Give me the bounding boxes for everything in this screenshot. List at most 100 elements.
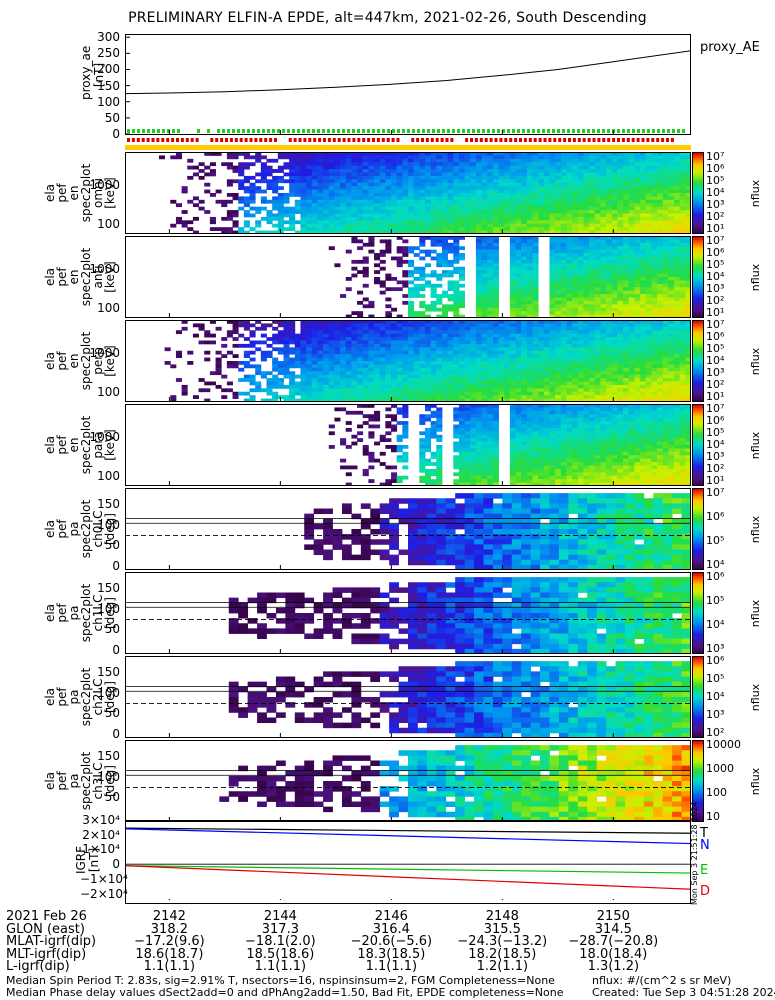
spec-cell bbox=[481, 384, 488, 389]
spec-cell bbox=[374, 280, 381, 285]
spec-cell bbox=[577, 270, 584, 274]
spec-cell bbox=[334, 203, 341, 208]
spec-cell bbox=[362, 270, 369, 274]
spec-cell bbox=[408, 354, 415, 358]
spec-cell bbox=[611, 213, 618, 218]
spec-cell bbox=[374, 337, 381, 341]
spec-cell bbox=[470, 326, 477, 331]
spec-cell bbox=[492, 314, 499, 318]
spec-cell bbox=[221, 395, 228, 399]
flag-red bbox=[225, 138, 228, 142]
spec-cell bbox=[419, 374, 426, 379]
flag-red bbox=[548, 138, 552, 142]
spec-cell bbox=[606, 374, 613, 379]
spec-cell bbox=[549, 378, 556, 382]
spec-cell bbox=[628, 378, 635, 382]
spec-cell bbox=[668, 186, 675, 190]
spec-cell bbox=[351, 227, 358, 231]
spec-cell bbox=[487, 182, 494, 187]
spec-cell bbox=[424, 189, 432, 194]
spec-cell bbox=[685, 236, 691, 240]
spec-cell bbox=[385, 374, 392, 379]
spec-cell bbox=[611, 290, 618, 295]
spec-cell bbox=[391, 333, 398, 338]
spec-cell bbox=[436, 206, 443, 211]
spec-cell bbox=[492, 256, 499, 261]
spec-cell bbox=[475, 297, 482, 302]
spec-cell bbox=[674, 239, 681, 244]
spec-cell bbox=[515, 330, 522, 335]
spec-cell bbox=[294, 193, 301, 197]
spec-cell bbox=[311, 381, 318, 386]
spec-cell bbox=[674, 256, 681, 261]
spec-cell bbox=[594, 364, 601, 369]
spec-cell bbox=[328, 165, 335, 170]
spec-cell bbox=[475, 304, 482, 309]
spec-cell bbox=[385, 304, 392, 309]
colorbar-step bbox=[692, 193, 704, 196]
spec-cell bbox=[266, 343, 273, 348]
spec-cell bbox=[515, 169, 522, 173]
spec-cell bbox=[600, 297, 607, 302]
spec-cell bbox=[606, 216, 613, 221]
spec-cell bbox=[628, 179, 635, 184]
spec-cell bbox=[175, 378, 182, 382]
spec-cell bbox=[306, 162, 313, 167]
spec-cell bbox=[453, 297, 460, 302]
spec-cell bbox=[311, 398, 318, 402]
spec-cell bbox=[408, 371, 415, 376]
spec-cell bbox=[317, 162, 324, 167]
spec-cell bbox=[334, 169, 341, 173]
spec-cell bbox=[475, 239, 482, 244]
spec-cell bbox=[668, 175, 675, 180]
spec-cell bbox=[453, 347, 460, 352]
spec-cell bbox=[272, 398, 279, 402]
spec-cell bbox=[515, 395, 522, 399]
spec-cell bbox=[589, 242, 596, 247]
spec-cell bbox=[334, 182, 341, 187]
spec-cell bbox=[424, 216, 432, 221]
spec-cell bbox=[487, 297, 494, 302]
spec-cell bbox=[374, 398, 381, 402]
spec-cell bbox=[651, 239, 658, 244]
spec-cell bbox=[651, 246, 658, 251]
spec-cell bbox=[345, 179, 352, 184]
spec-cell bbox=[357, 259, 364, 264]
spec-cell bbox=[328, 378, 335, 382]
spec-cell bbox=[357, 337, 364, 341]
spec-cell bbox=[628, 347, 635, 352]
spec-cell bbox=[453, 384, 460, 389]
spec-cell bbox=[311, 364, 318, 369]
spec-cell bbox=[594, 304, 601, 309]
spec-cell bbox=[611, 206, 618, 211]
spec-cell bbox=[204, 152, 211, 156]
spec-cell bbox=[464, 162, 471, 167]
spec-cell bbox=[402, 199, 409, 204]
spec-cell bbox=[515, 364, 522, 369]
spec-cell bbox=[323, 350, 330, 355]
spec-cell bbox=[628, 371, 635, 376]
spec-cell bbox=[272, 384, 279, 389]
flag-green bbox=[272, 129, 275, 133]
spec-cell bbox=[413, 330, 420, 335]
spec-cell bbox=[181, 388, 188, 393]
flag-green bbox=[537, 129, 540, 133]
spec-cell bbox=[594, 193, 601, 197]
spec-cell bbox=[674, 196, 681, 201]
spec-cell bbox=[311, 199, 318, 204]
spec-cell bbox=[402, 294, 409, 298]
spec-cell bbox=[441, 340, 449, 345]
spec-cell bbox=[651, 307, 658, 312]
spec-cell bbox=[396, 162, 403, 167]
spec-cell bbox=[487, 175, 494, 180]
spec-cell bbox=[674, 199, 681, 204]
spec-cell bbox=[436, 186, 443, 190]
spec-cell bbox=[555, 206, 562, 211]
spec-cell bbox=[634, 256, 641, 261]
spec-cell bbox=[543, 320, 550, 324]
spec-cell bbox=[272, 391, 279, 396]
spec-cell bbox=[583, 196, 590, 201]
spec-cell bbox=[526, 371, 533, 376]
colorbar-step bbox=[692, 240, 704, 243]
spec-cell bbox=[521, 374, 528, 379]
